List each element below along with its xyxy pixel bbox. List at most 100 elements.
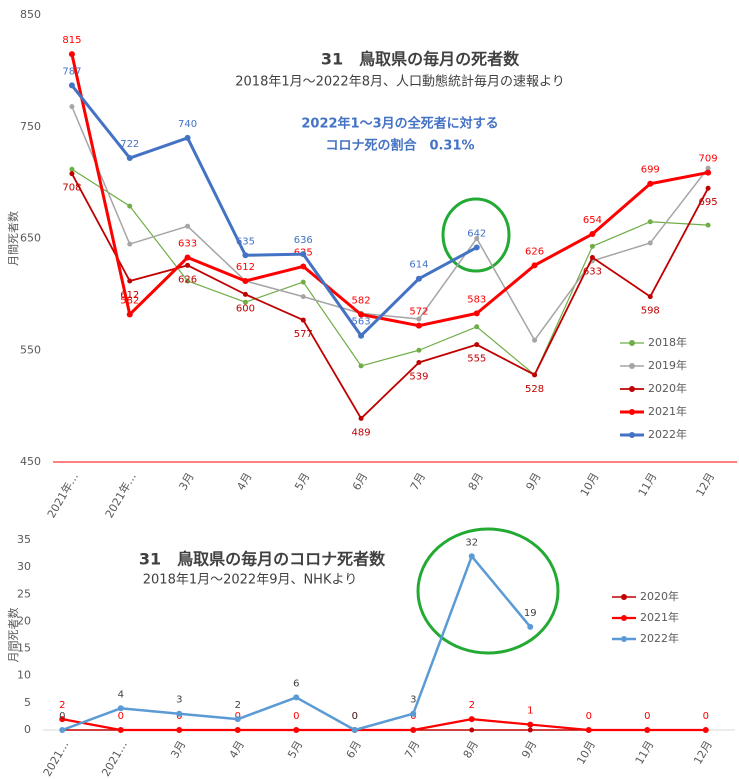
- legend-marker: [629, 409, 635, 415]
- data-point: [234, 716, 241, 723]
- legend-marker: [621, 636, 627, 642]
- data-label: 0: [293, 711, 299, 722]
- annotation: 2022年1～3月の全死者に対する: [301, 116, 498, 132]
- legend-marker: [629, 340, 635, 346]
- data-point: [473, 310, 480, 317]
- data-label: 6: [293, 678, 299, 689]
- y-tick-label: 650: [20, 232, 41, 245]
- data-point: [300, 317, 306, 323]
- y-axis-label: 月間死者数: [7, 211, 20, 266]
- legend-marker: [629, 386, 635, 392]
- data-point: [300, 263, 307, 270]
- x-tick-label: 2021…: [41, 739, 72, 779]
- data-point: [358, 363, 364, 369]
- data-point: [527, 721, 534, 728]
- data-point: [585, 727, 592, 733]
- data-label: 0: [703, 711, 709, 722]
- data-point: [416, 347, 422, 353]
- data-point: [531, 262, 538, 269]
- data-point: [532, 337, 538, 343]
- data-point: [589, 231, 596, 238]
- data-point: [117, 705, 124, 712]
- x-tick-label: 9月: [524, 471, 544, 493]
- data-point: [234, 727, 241, 733]
- data-point: [469, 727, 475, 733]
- data-label: 583: [467, 294, 486, 305]
- data-point: [69, 171, 75, 177]
- series-line: [70, 84, 478, 338]
- highlight-circle: [441, 197, 511, 273]
- y-tick-label: 10: [17, 669, 31, 682]
- data-label: 708: [62, 183, 81, 194]
- data-label: 612: [236, 262, 255, 273]
- data-label: 582: [120, 295, 139, 306]
- data-point: [468, 716, 475, 723]
- y-tick-label: 450: [20, 455, 41, 468]
- data-point: [117, 727, 124, 733]
- data-label: 695: [699, 197, 718, 208]
- data-label: 3: [176, 695, 182, 706]
- data-label: 32: [465, 537, 478, 548]
- data-point: [527, 727, 533, 733]
- series-line: [70, 53, 709, 328]
- data-point: [242, 252, 249, 259]
- data-point: [127, 241, 133, 247]
- data-label: 654: [583, 215, 602, 226]
- legend-marker: [629, 363, 635, 369]
- data-label: 528: [525, 384, 544, 395]
- data-point: [410, 710, 417, 717]
- data-point: [415, 322, 422, 329]
- data-label: 0: [118, 711, 124, 722]
- data-point: [474, 236, 480, 241]
- chart-title: 31 鳥取県の毎月の死者数: [321, 50, 520, 69]
- data-point: [527, 623, 534, 630]
- legend-label: 2020年: [640, 589, 679, 603]
- x-tick-label: 7月: [402, 739, 422, 761]
- data-label: 614: [409, 260, 428, 271]
- x-tick-label: 2021年…: [102, 470, 139, 520]
- x-tick-label: 2021年…: [44, 470, 81, 520]
- x-tick-label: 12月: [694, 471, 718, 499]
- data-label: 0: [352, 711, 358, 722]
- x-tick-label: 2021…: [99, 739, 130, 779]
- x-tick-label: 11月: [636, 471, 660, 499]
- data-label: 2: [469, 700, 475, 711]
- data-point: [126, 155, 133, 162]
- data-point: [242, 291, 248, 297]
- data-label: 4: [118, 689, 124, 700]
- data-point: [416, 360, 422, 366]
- y-tick-label: 850: [20, 8, 41, 21]
- x-tick-label: 8月: [466, 471, 486, 493]
- data-point: [644, 727, 651, 733]
- data-point: [589, 243, 595, 249]
- y-tick-label: 25: [17, 587, 31, 600]
- legend-label: 2019年: [648, 358, 687, 372]
- x-tick-label: 5月: [292, 471, 312, 493]
- data-point: [59, 716, 66, 723]
- data-label: 787: [62, 66, 81, 77]
- x-tick-label: 4月: [227, 739, 247, 761]
- chart-subtitle: 2018年1月～2022年9月、NHKより: [143, 573, 357, 588]
- data-point: [358, 332, 365, 339]
- data-label: 0: [352, 711, 358, 722]
- legend-marker: [621, 615, 627, 621]
- legend-label: 2021年: [640, 610, 679, 624]
- legend-label: 2022年: [640, 631, 679, 645]
- data-point: [705, 222, 711, 228]
- data-label: 626: [525, 246, 544, 257]
- data-point: [415, 275, 422, 282]
- y-tick-label: 20: [17, 614, 31, 627]
- data-point: [69, 166, 75, 172]
- data-point: [185, 262, 191, 268]
- data-label: 633: [178, 238, 197, 249]
- data-label: 1: [527, 706, 533, 717]
- data-label: 722: [120, 139, 139, 150]
- data-label: 600: [236, 303, 255, 314]
- data-label: 0: [586, 711, 592, 722]
- data-label: 626: [178, 274, 197, 285]
- data-point: [176, 710, 183, 717]
- y-axis-label: 月間死者数: [7, 608, 20, 663]
- series-line: [71, 173, 709, 420]
- x-tick-label: 6月: [344, 739, 364, 761]
